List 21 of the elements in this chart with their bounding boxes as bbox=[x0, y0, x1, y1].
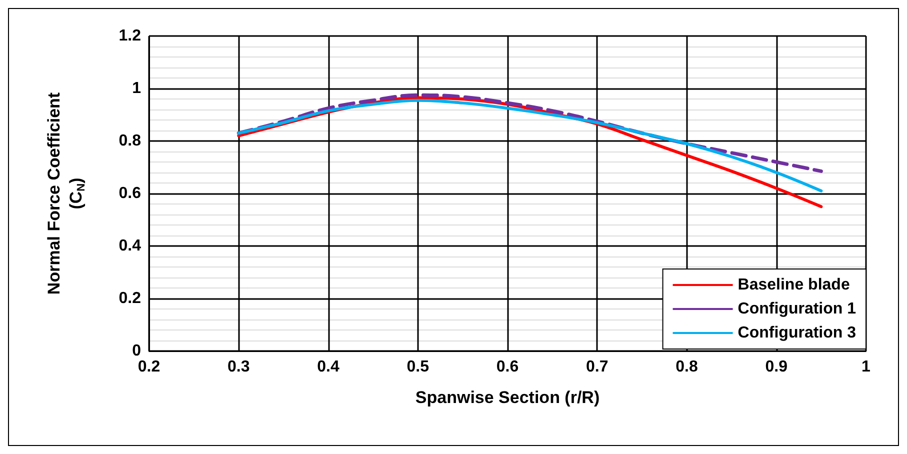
line-series bbox=[237, 98, 823, 192]
x-tick-label: 0.4 bbox=[317, 358, 340, 376]
y-tick-label: 0 bbox=[132, 342, 142, 360]
x-tick-label: 1 bbox=[862, 358, 871, 376]
x-tick-label: 0.8 bbox=[676, 358, 698, 376]
x-tick-label: 0.6 bbox=[496, 358, 519, 376]
line-series bbox=[236, 93, 823, 173]
y-tick-label: 0.8 bbox=[118, 132, 142, 150]
y-tick-label: 1.2 bbox=[118, 28, 142, 44]
x-tick-label: 0.9 bbox=[765, 358, 788, 376]
y-tick-label: 0.2 bbox=[118, 290, 142, 307]
y-tick-label: 1 bbox=[132, 80, 142, 97]
legend-label: Configuration 3 bbox=[738, 324, 856, 342]
legend-label: Baseline blade bbox=[738, 276, 850, 294]
x-tick-label: 0.5 bbox=[406, 358, 430, 376]
x-axis-title: Spanwise Section (r/R) bbox=[415, 388, 600, 407]
y-tick-label: 0.6 bbox=[118, 185, 142, 202]
x-tick-label: 0.7 bbox=[586, 358, 608, 376]
legend-label: Configuration 1 bbox=[738, 300, 856, 318]
x-tick-label: 0.3 bbox=[228, 358, 250, 376]
y-tick-label: 0.4 bbox=[118, 238, 142, 254]
